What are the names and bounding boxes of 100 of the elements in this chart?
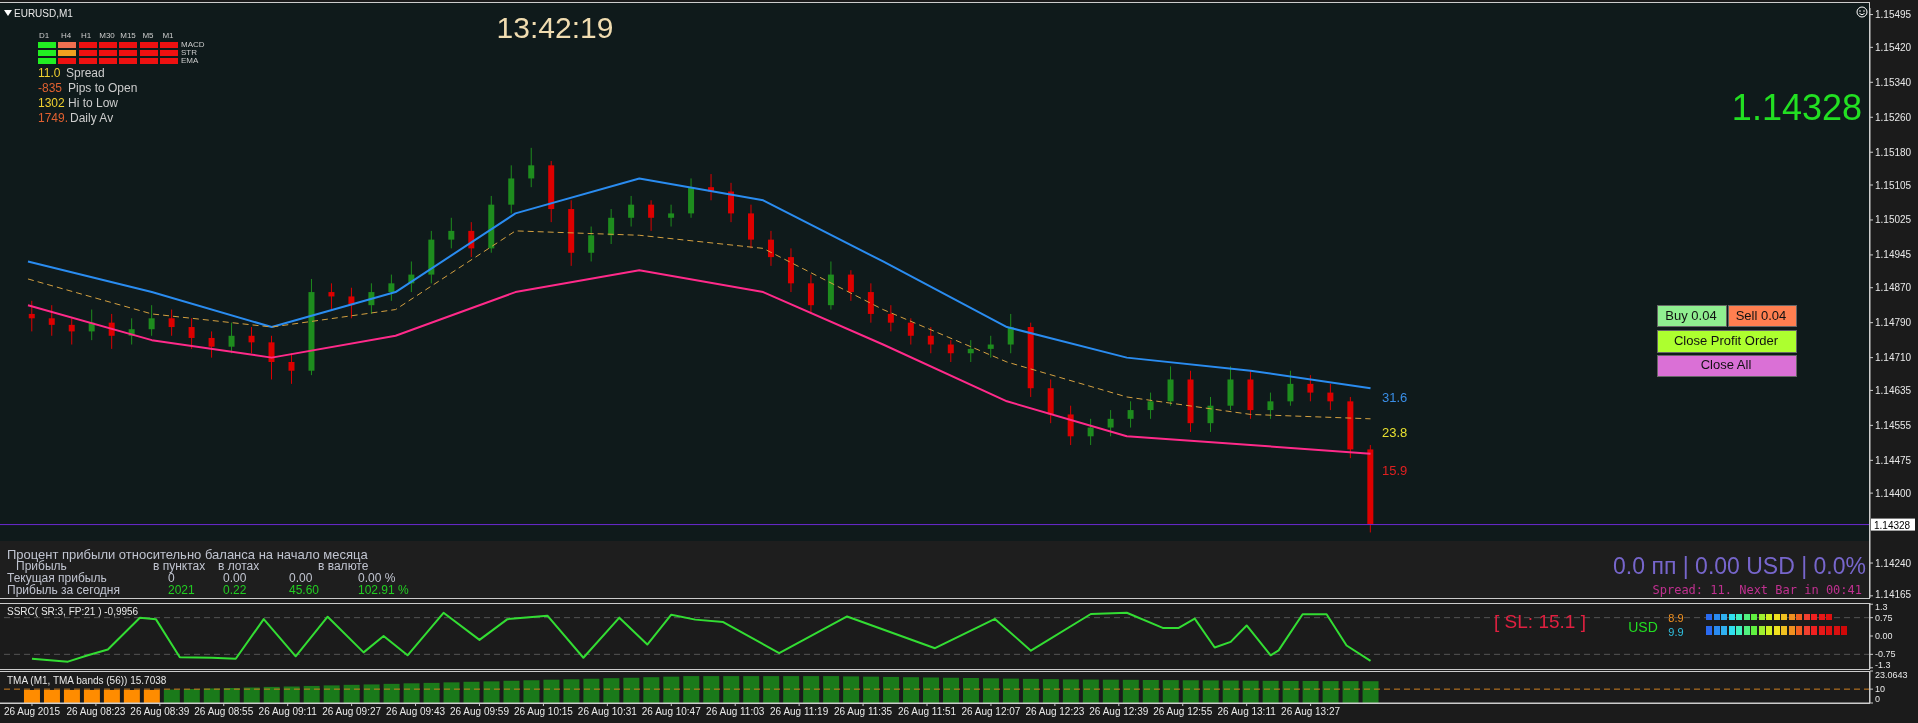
y-tick-label: 1.15340	[1875, 76, 1912, 88]
candlestick	[1107, 409, 1114, 437]
x-tick-label: 26 Aug 10:15	[513, 706, 574, 718]
bar	[1062, 679, 1079, 703]
candlestick	[1287, 370, 1294, 407]
annotation: 2021	[168, 583, 195, 597]
annotation: 31.6	[1382, 389, 1408, 405]
annotation: 0.00	[223, 571, 247, 585]
bar	[763, 676, 780, 703]
annotation: 1749.	[38, 111, 69, 125]
candlestick	[987, 335, 994, 359]
x-tick-label: 26 Aug 10:47	[641, 706, 702, 718]
bar	[783, 676, 800, 703]
candlestick	[608, 208, 615, 245]
bar	[803, 676, 820, 703]
candlestick	[767, 230, 774, 267]
candlestick	[228, 322, 235, 354]
bar	[823, 676, 840, 703]
candlestick	[668, 204, 675, 228]
chart-title: TMA (M1, TMA bands (56)) 15.7038	[7, 674, 167, 686]
candlestick	[947, 339, 954, 363]
bar	[563, 679, 580, 703]
candlestick	[28, 300, 35, 332]
bar	[483, 681, 500, 703]
candlestick	[1267, 392, 1274, 420]
chart-title: SSRC( SR:3, FP:21 ) -0,9956	[7, 605, 139, 617]
y-tick-label: 1.14475	[1875, 454, 1912, 466]
candlestick	[188, 317, 195, 350]
bar	[103, 689, 120, 703]
annotation: Процент прибыли относительно баланса на начало месяца	[7, 546, 368, 562]
candlestick	[208, 330, 215, 359]
x-tick-label: 26 Aug 08:55	[194, 706, 254, 718]
annotation: 13:42:19	[496, 11, 614, 44]
y-tick-label: 1.14400	[1875, 487, 1912, 499]
candlestick	[328, 282, 335, 311]
annotation: EMA	[181, 56, 199, 65]
annotation: M15	[120, 31, 136, 40]
annotation: Прибыль	[16, 559, 67, 573]
bar	[1022, 678, 1039, 703]
x-tick-label: 26 Aug 12:39	[1089, 706, 1149, 718]
annotation: 0.0 пп | 0.00 USD | 0.0%	[1613, 552, 1866, 579]
bar	[63, 689, 80, 703]
annotation: в пунктах	[153, 559, 206, 573]
annotation: 102.91 %	[358, 583, 409, 597]
y-tick-label: 0.00	[1875, 631, 1893, 642]
bar	[603, 678, 620, 703]
y-tick-label: 1.14790	[1875, 317, 1912, 329]
ref-line-label: 1.14328	[1874, 519, 1911, 531]
candlestick	[1127, 400, 1134, 429]
bar	[942, 677, 959, 703]
annotation: Buy 0.04	[1665, 307, 1717, 323]
bar	[683, 676, 700, 703]
y-tick-label: 1.14165	[1875, 588, 1912, 600]
x-tick-label: 26 Aug 11:51	[897, 706, 957, 718]
y-tick-label: 0.75	[1875, 612, 1893, 623]
y-tick-label: -0.75	[1875, 649, 1896, 660]
bar	[1202, 680, 1219, 703]
annotation: M1	[162, 31, 174, 40]
line-series	[26, 177, 1372, 390]
y-tick-label: 1.15260	[1875, 111, 1912, 123]
y-tick-label: 1.14945	[1875, 249, 1912, 261]
annotation: 23.8	[1382, 424, 1408, 440]
x-tick-label: 26 Aug 09:27	[322, 706, 382, 718]
x-tick-label: 26 Aug 08:39	[130, 706, 190, 718]
y-tick-label: 1.15420	[1875, 41, 1912, 53]
y-tick-label: 0	[1875, 694, 1881, 705]
annotation: Spread	[66, 66, 105, 80]
x-tick-label: 26 Aug 13:27	[1281, 706, 1341, 718]
candlestick	[887, 304, 894, 332]
candlestick	[648, 199, 655, 232]
annotation: Sell 0.04	[1735, 307, 1787, 323]
candlestick	[927, 326, 934, 354]
x-tick-label: 26 Aug 08:23	[66, 706, 126, 718]
y-tick-label: 1.14240	[1875, 557, 1912, 569]
bar	[982, 678, 999, 703]
bar	[663, 676, 680, 703]
bar	[903, 677, 920, 703]
candlestick	[1007, 313, 1014, 354]
bar	[523, 680, 540, 703]
y-tick-label: 1.15180	[1875, 146, 1912, 158]
chart-title: EURUSD,M1	[14, 7, 73, 19]
candlestick	[588, 226, 595, 262]
annotation: M5	[142, 31, 154, 40]
y-tick-label: 1.15025	[1875, 214, 1912, 226]
bar	[83, 689, 100, 703]
candlestick	[288, 352, 295, 385]
annotation: 8.9	[1668, 611, 1684, 624]
bar	[863, 676, 880, 703]
candlestick	[48, 304, 55, 337]
y-tick-label: 10	[1875, 684, 1886, 695]
bar	[123, 689, 140, 703]
candlestick	[1307, 374, 1314, 402]
x-tick-label: 26 Aug 09:11	[258, 706, 318, 718]
candlestick	[1167, 365, 1174, 407]
candlestick	[1067, 405, 1074, 446]
annotation: Pips to Open	[68, 81, 138, 95]
annotation: H4	[60, 31, 72, 40]
candlestick	[528, 147, 535, 188]
candlestick	[248, 326, 255, 354]
annotation: Close All	[1700, 356, 1752, 372]
